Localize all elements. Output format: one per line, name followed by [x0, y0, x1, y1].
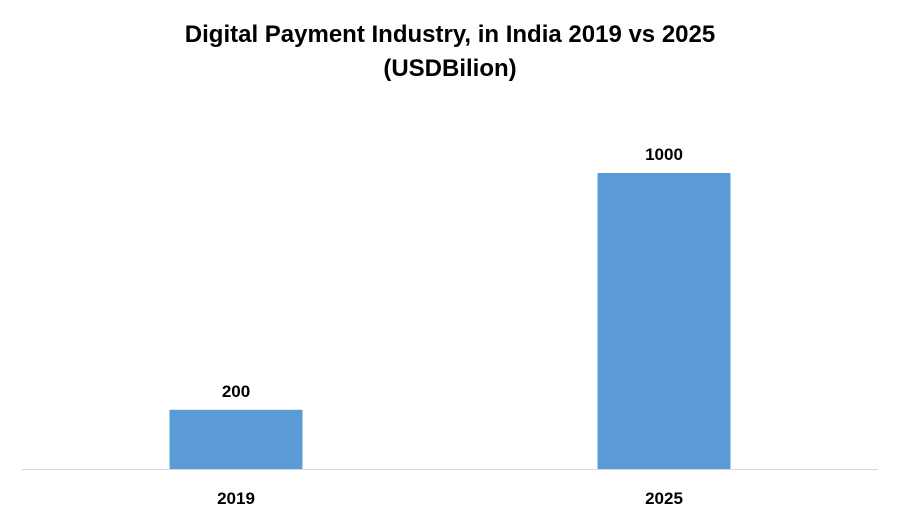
chart-title: Digital Payment Industry, in India 2019 … — [184, 21, 716, 48]
data-label-2019: 200 — [222, 382, 250, 401]
x-tick-label-2025: 2025 — [645, 489, 683, 508]
x-tick-label-2019: 2019 — [217, 489, 255, 508]
data-label-2025: 1000 — [645, 145, 683, 164]
bar-2025 — [597, 173, 731, 469]
chart-subtitle: (USDBilion) — [383, 55, 517, 82]
bar-2019 — [169, 409, 303, 469]
bars-group — [169, 173, 731, 469]
chart-title-block: Digital Payment Industry, in India 2019 … — [0, 18, 900, 86]
labels-group: 200 2019 1000 2025 — [217, 145, 683, 508]
